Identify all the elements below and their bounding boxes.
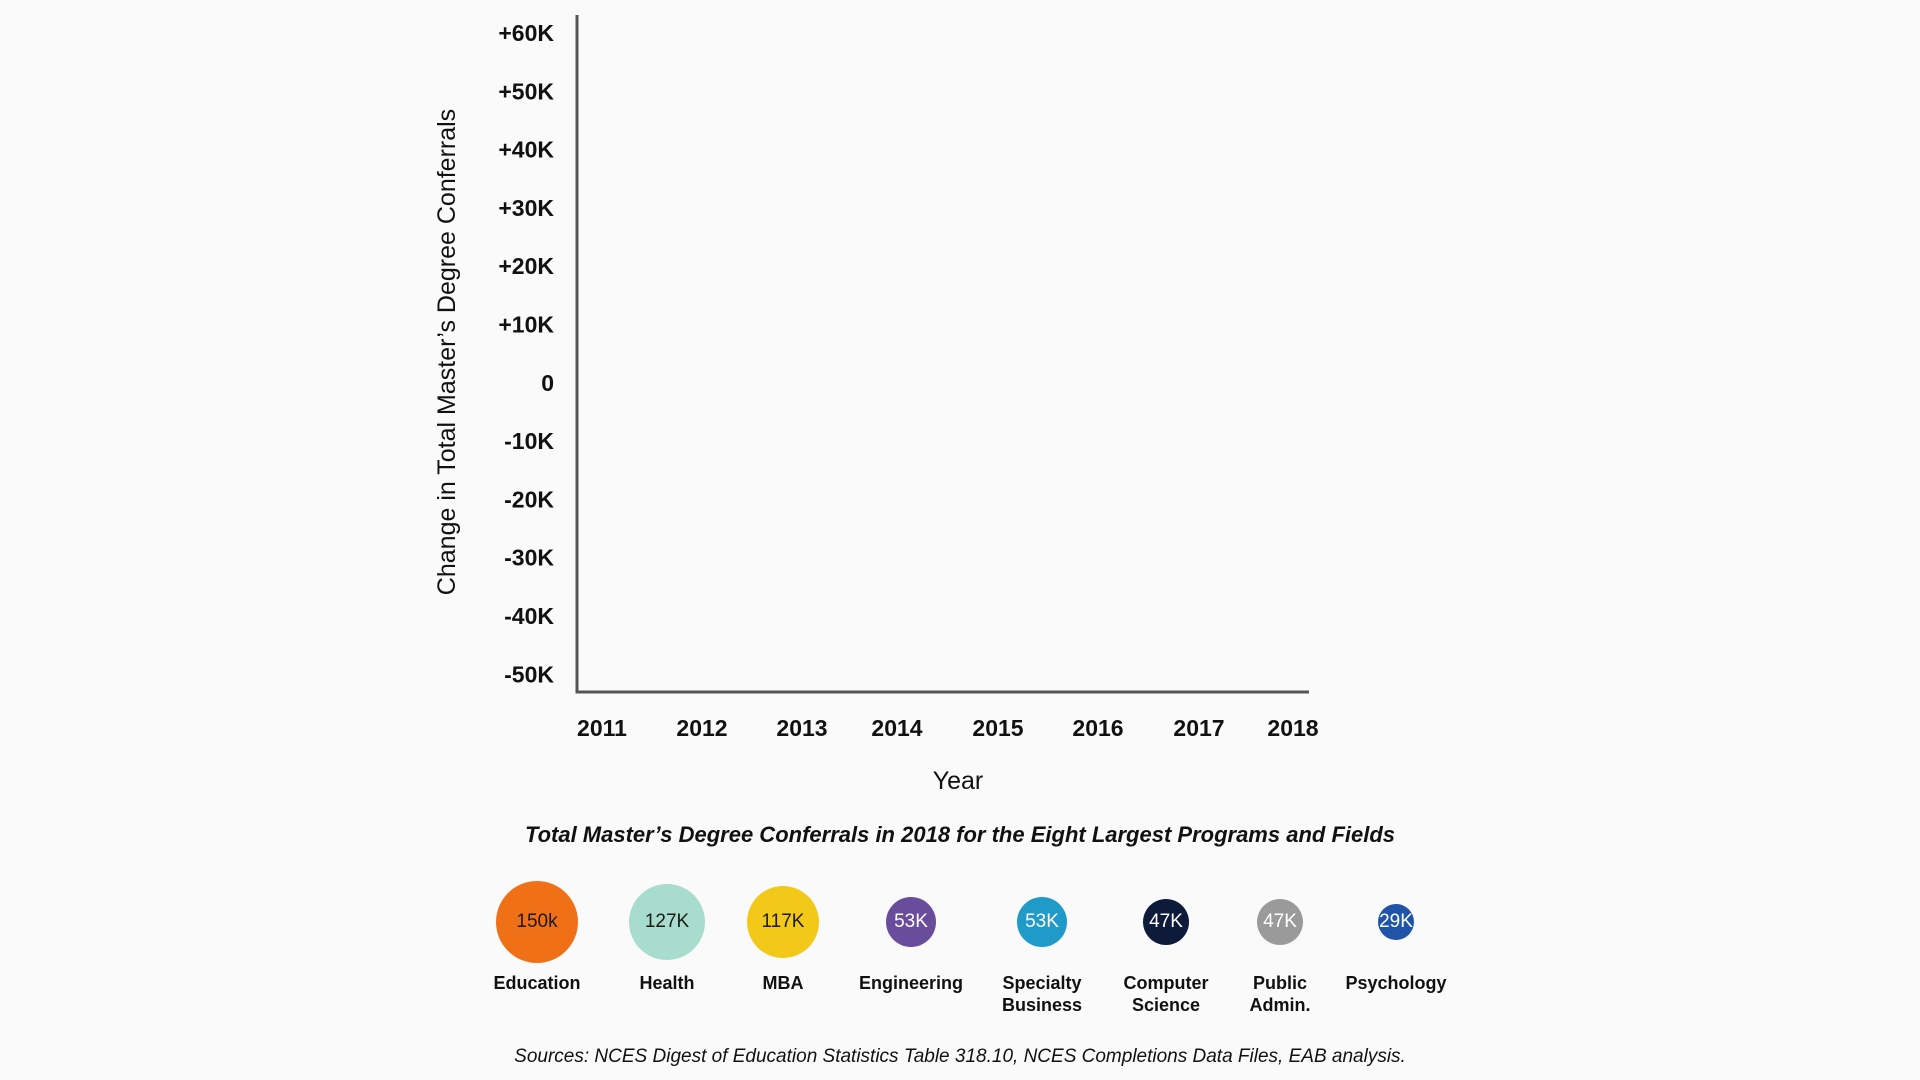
program-bubble: 53K: [1017, 897, 1067, 947]
y-tick-label: -20K: [504, 486, 554, 512]
y-tick-label: +60K: [498, 20, 554, 46]
x-tick-label: 2012: [676, 715, 727, 741]
program-label: MBA: [762, 973, 804, 993]
x-axis-title: Year: [933, 767, 984, 795]
program-bubble: 117K: [747, 886, 819, 958]
program-label: Computer Science: [1123, 973, 1209, 1015]
y-tick-label: +20K: [498, 253, 554, 279]
program-label: Specialty Business: [1001, 973, 1083, 1015]
x-tick-label: 2013: [776, 715, 827, 741]
y-tick-label: -50K: [504, 661, 554, 687]
y-tick-label: +10K: [498, 312, 554, 338]
program-bubble: 150k: [496, 881, 578, 963]
y-tick-label: -10K: [504, 428, 554, 454]
program-label: Psychology: [1345, 973, 1447, 993]
y-axis-title: Change in Total Master’s Degree Conferra…: [433, 109, 461, 595]
bubble-legend-title: Total Master’s Degree Conferrals in 2018…: [524, 822, 1396, 847]
program-bubble: 29K: [1378, 904, 1414, 940]
y-tick-label: +30K: [498, 195, 554, 221]
chart-plot: +60K +50K +40K +30K +20K +10K 0 -10K -20K -30K -40…: [433, 15, 1319, 795]
y-tick-label: -30K: [504, 545, 554, 571]
program-label: Education: [493, 973, 581, 993]
y-tick-label: -40K: [504, 603, 554, 629]
x-tick-label: 2016: [1072, 715, 1123, 741]
program-label: Health: [639, 973, 695, 993]
x-tick-label: 2017: [1173, 715, 1224, 741]
x-tick-label: 2014: [871, 715, 922, 741]
program-bubble: 127K: [629, 884, 705, 960]
y-tick-label: 0: [541, 370, 554, 396]
x-tick-label: 2015: [972, 715, 1023, 741]
program-bubble: 53K: [886, 897, 936, 947]
program-bubble: 47K: [1143, 899, 1189, 945]
program-bubbles: 150k Education 127K Health 117K MBA 53K Enginee…: [0, 880, 1920, 1020]
program-bubble: 47K: [1257, 899, 1303, 945]
y-tick-label: +50K: [498, 78, 554, 104]
y-tick-label: +40K: [498, 137, 554, 163]
x-tick-label: 2018: [1267, 715, 1318, 741]
sources-note: Sources: NCES Digest of Education Statis…: [514, 1046, 1406, 1067]
program-label: Public Admin.: [1249, 973, 1311, 1015]
program-label: Engineering: [858, 973, 963, 993]
x-tick-label: 2011: [577, 715, 627, 741]
